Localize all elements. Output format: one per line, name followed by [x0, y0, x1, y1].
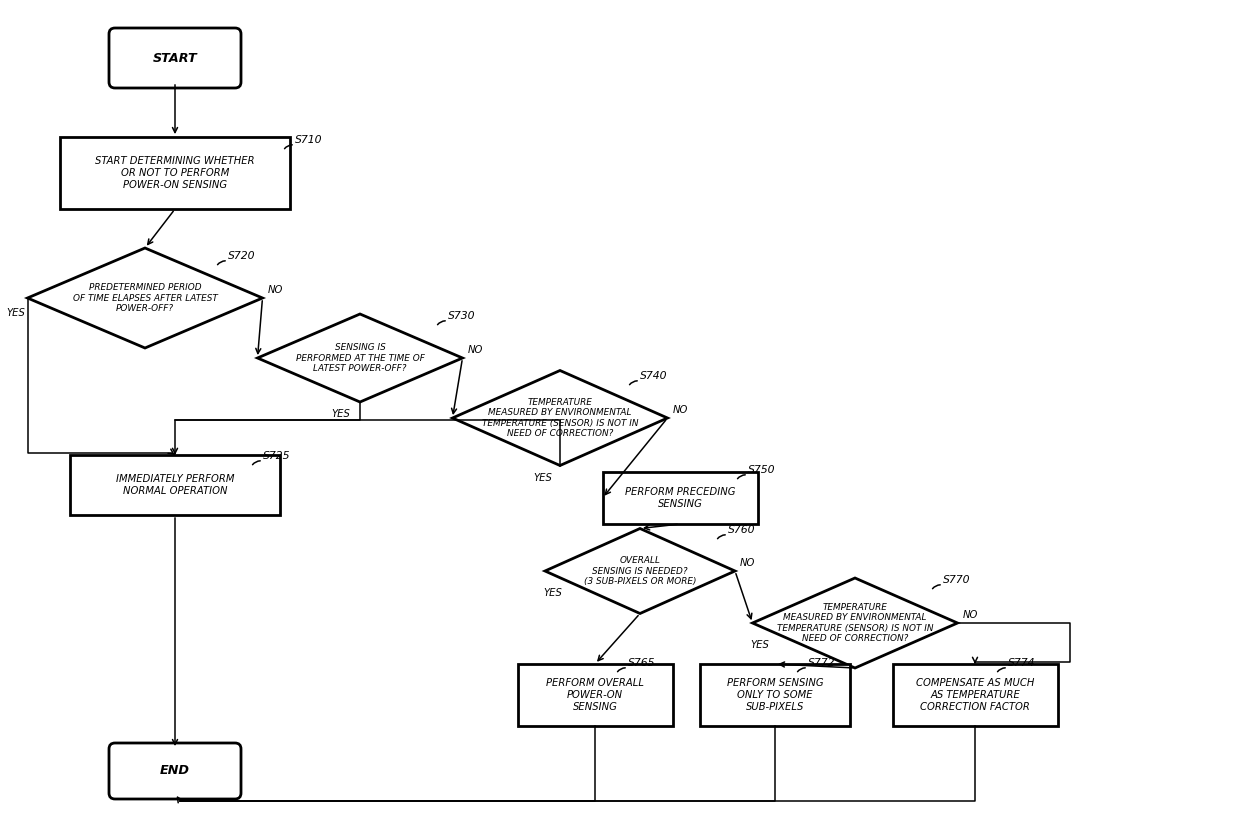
- Text: S772: S772: [808, 658, 836, 668]
- Text: YES: YES: [533, 472, 552, 482]
- Text: NO: NO: [268, 285, 283, 295]
- Text: S710: S710: [295, 135, 322, 145]
- Polygon shape: [546, 528, 735, 613]
- Polygon shape: [27, 248, 263, 348]
- Text: END: END: [160, 765, 190, 777]
- Text: NO: NO: [962, 610, 978, 620]
- Text: SENSING IS
PERFORMED AT THE TIME OF
LATEST POWER-OFF?: SENSING IS PERFORMED AT THE TIME OF LATE…: [295, 343, 424, 373]
- Polygon shape: [453, 371, 667, 466]
- Bar: [60, 137, 290, 209]
- Text: S760: S760: [728, 525, 755, 535]
- Text: S730: S730: [448, 311, 475, 321]
- Text: PERFORM SENSING
ONLY TO SOME
SUB-PIXELS: PERFORM SENSING ONLY TO SOME SUB-PIXELS: [727, 678, 823, 712]
- Polygon shape: [258, 314, 463, 402]
- Text: PERFORM PRECEDING
SENSING: PERFORM PRECEDING SENSING: [625, 487, 735, 509]
- Bar: [517, 664, 672, 726]
- Text: PERFORM OVERALL
POWER-ON
SENSING: PERFORM OVERALL POWER-ON SENSING: [546, 678, 644, 712]
- Text: NO: NO: [672, 405, 688, 415]
- Text: S770: S770: [942, 575, 971, 585]
- Text: S774: S774: [1008, 658, 1035, 668]
- Text: S725: S725: [263, 451, 290, 461]
- Text: IMMEDIATELY PERFORM
NORMAL OPERATION: IMMEDIATELY PERFORM NORMAL OPERATION: [115, 474, 234, 496]
- Text: TEMPERATURE
MEASURED BY ENVIRONMENTAL
TEMPERATURE (SENSOR) IS NOT IN
NEED OF COR: TEMPERATURE MEASURED BY ENVIRONMENTAL TE…: [776, 603, 934, 643]
- Bar: [603, 472, 758, 524]
- FancyBboxPatch shape: [109, 743, 241, 799]
- Text: S765: S765: [627, 658, 656, 668]
- Text: YES: YES: [750, 640, 769, 650]
- Text: S720: S720: [228, 251, 255, 261]
- Bar: [701, 664, 849, 726]
- Text: START DETERMINING WHETHER
OR NOT TO PERFORM
POWER-ON SENSING: START DETERMINING WHETHER OR NOT TO PERF…: [95, 156, 254, 190]
- Bar: [893, 664, 1058, 726]
- FancyBboxPatch shape: [109, 28, 241, 88]
- Text: YES: YES: [6, 308, 26, 318]
- Text: YES: YES: [331, 409, 350, 419]
- Polygon shape: [753, 578, 957, 668]
- Text: NO: NO: [740, 558, 755, 568]
- Text: S740: S740: [640, 371, 667, 381]
- Text: NO: NO: [467, 345, 482, 355]
- Text: OVERALL
SENSING IS NEEDED?
(3 SUB-PIXELS OR MORE): OVERALL SENSING IS NEEDED? (3 SUB-PIXELS…: [584, 556, 696, 586]
- Text: S750: S750: [748, 465, 775, 475]
- Bar: [69, 455, 280, 515]
- Text: YES: YES: [543, 588, 562, 598]
- Text: TEMPERATURE
MEASURED BY ENVIRONMENTAL
TEMPERATURE (SENSOR) IS NOT IN
NEED OF COR: TEMPERATURE MEASURED BY ENVIRONMENTAL TE…: [482, 398, 639, 438]
- Text: PREDETERMINED PERIOD
OF TIME ELAPSES AFTER LATEST
POWER-OFF?: PREDETERMINED PERIOD OF TIME ELAPSES AFT…: [73, 283, 217, 313]
- Text: COMPENSATE AS MUCH
AS TEMPERATURE
CORRECTION FACTOR: COMPENSATE AS MUCH AS TEMPERATURE CORREC…: [916, 678, 1034, 712]
- Text: START: START: [153, 52, 197, 64]
